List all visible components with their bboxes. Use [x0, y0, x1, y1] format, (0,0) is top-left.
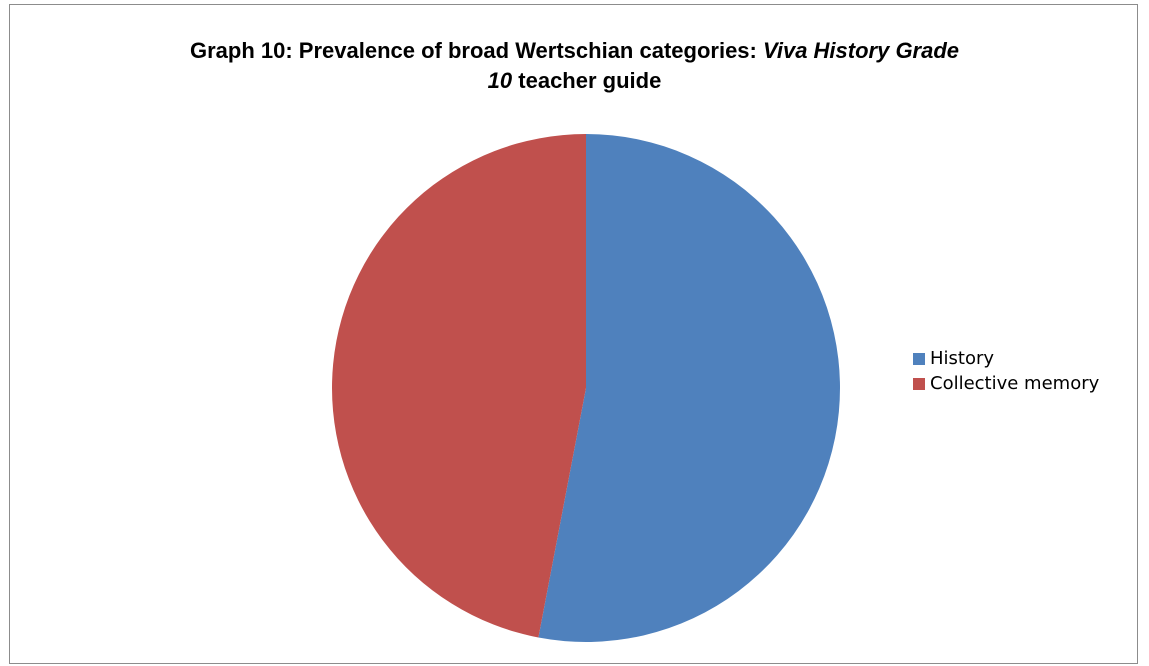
chart-title-grade-number: 10	[487, 68, 513, 93]
legend-item-collective-memory: Collective memory	[913, 371, 1099, 396]
legend-swatch	[913, 352, 925, 365]
chart-title-prefix: Graph 10: Prevalence of broad Wertschian…	[189, 38, 763, 63]
chart-title-suffix: teacher guide	[512, 68, 662, 93]
chart-title-line-2: 10 teacher guide	[0, 66, 1149, 96]
legend-item-history: History	[913, 346, 1099, 371]
chart-title-line-1: Graph 10: Prevalence of broad Wertschian…	[0, 36, 1149, 66]
legend-swatch	[913, 377, 925, 390]
chart-legend: History Collective memory	[913, 346, 1099, 396]
chart-title: Graph 10: Prevalence of broad Wertschian…	[0, 36, 1149, 96]
legend-label: Collective memory	[930, 373, 1100, 394]
pie-slice-history	[538, 134, 840, 642]
pie-slice-collective-memory	[331, 134, 586, 638]
chart-title-italic-part: Viva History Grade	[762, 38, 960, 63]
legend-label: History	[930, 348, 995, 369]
